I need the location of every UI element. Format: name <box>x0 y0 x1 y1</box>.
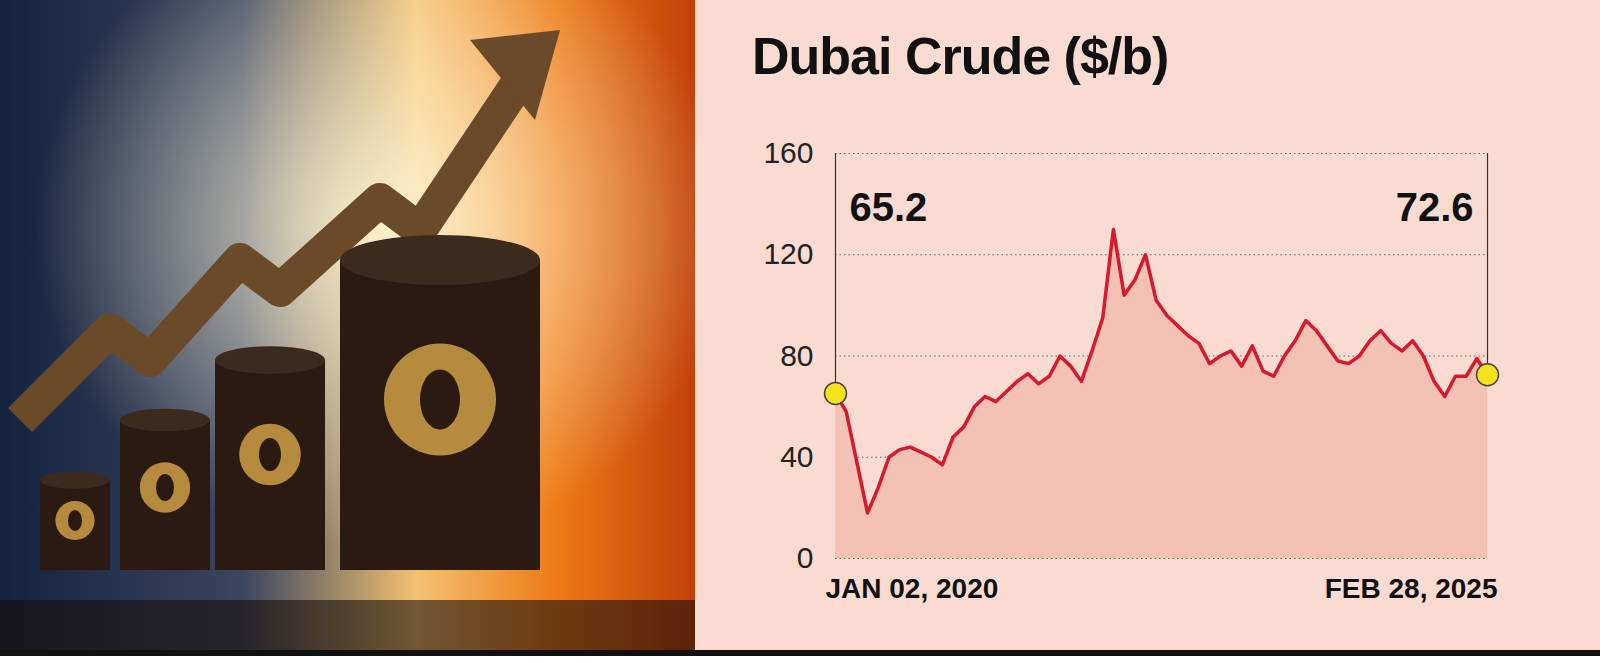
svg-text:40: 40 <box>780 440 813 473</box>
svg-text:FEB 28, 2025: FEB 28, 2025 <box>1325 573 1498 604</box>
svg-text:0: 0 <box>797 541 814 574</box>
svg-text:JAN 02, 2020: JAN 02, 2020 <box>826 573 999 604</box>
svg-text:72.6: 72.6 <box>1396 185 1474 229</box>
html-text:Dubai Crude ($/b): Dubai Crude ($/b) <box>752 27 1169 85</box>
svg-text:160: 160 <box>763 136 813 169</box>
svg-text:120: 120 <box>763 237 813 270</box>
svg-text:65.2: 65.2 <box>850 185 928 229</box>
svg-text:80: 80 <box>780 339 813 372</box>
